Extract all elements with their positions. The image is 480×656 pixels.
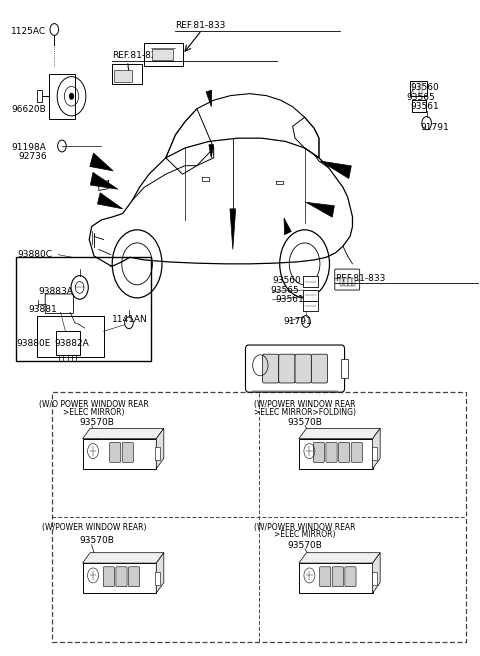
Bar (303, 276, 318, 287)
Bar (156, 571, 160, 584)
Text: 1141AN: 1141AN (112, 315, 147, 324)
Text: REF.81-823: REF.81-823 (112, 51, 162, 60)
FancyBboxPatch shape (245, 345, 345, 392)
Polygon shape (83, 428, 164, 439)
Bar (372, 571, 377, 584)
FancyBboxPatch shape (129, 567, 140, 586)
Bar (303, 301, 318, 311)
Text: 93561: 93561 (275, 295, 304, 304)
Polygon shape (90, 173, 118, 189)
Text: 93880E: 93880E (16, 339, 51, 348)
Bar (348, 278, 351, 286)
Bar (56, 331, 80, 356)
Polygon shape (299, 563, 372, 593)
Polygon shape (97, 193, 123, 209)
FancyBboxPatch shape (335, 269, 360, 290)
Bar (303, 290, 318, 300)
Text: 93570B: 93570B (80, 536, 115, 545)
Text: 93570B: 93570B (288, 541, 323, 550)
Bar (114, 70, 132, 82)
Text: REF.81-833: REF.81-833 (175, 21, 226, 30)
Circle shape (69, 93, 74, 100)
FancyBboxPatch shape (263, 354, 279, 383)
Polygon shape (144, 43, 182, 66)
Bar (36, 91, 42, 102)
FancyBboxPatch shape (279, 354, 295, 383)
FancyBboxPatch shape (326, 442, 337, 462)
Polygon shape (83, 553, 164, 563)
Polygon shape (209, 145, 214, 158)
FancyBboxPatch shape (312, 354, 327, 383)
Text: 93880C: 93880C (17, 250, 52, 259)
FancyBboxPatch shape (313, 442, 324, 462)
Text: 96620B: 96620B (11, 105, 46, 114)
Text: 91791: 91791 (420, 123, 449, 133)
Polygon shape (156, 428, 164, 468)
Text: 93565: 93565 (407, 93, 435, 102)
Text: 93570B: 93570B (80, 418, 115, 427)
Polygon shape (230, 209, 236, 249)
FancyBboxPatch shape (109, 442, 121, 462)
Bar (341, 359, 348, 378)
Text: (W/POWER WINDOW REAR: (W/POWER WINDOW REAR (254, 522, 355, 531)
Bar (339, 278, 343, 286)
Text: 93560: 93560 (273, 276, 301, 285)
FancyBboxPatch shape (345, 567, 356, 586)
Polygon shape (83, 439, 156, 468)
FancyBboxPatch shape (351, 442, 362, 462)
Text: 93561: 93561 (410, 102, 439, 112)
Text: 91198A: 91198A (11, 144, 46, 152)
Text: 91791: 91791 (283, 317, 312, 326)
Polygon shape (321, 161, 351, 178)
Polygon shape (299, 439, 372, 468)
FancyBboxPatch shape (295, 354, 312, 383)
FancyBboxPatch shape (45, 294, 73, 314)
Text: 93570B: 93570B (268, 375, 302, 384)
Polygon shape (299, 428, 380, 439)
Text: (W/POWER WINDOW REAR: (W/POWER WINDOW REAR (254, 400, 355, 409)
Bar (152, 49, 173, 60)
Bar (372, 447, 377, 461)
Bar (352, 278, 355, 286)
Text: >ELEC MIRROR): >ELEC MIRROR) (274, 530, 336, 539)
Text: >ELEC MIRROR): >ELEC MIRROR) (63, 408, 125, 417)
Polygon shape (112, 64, 142, 84)
FancyBboxPatch shape (103, 567, 114, 586)
Bar (36, 316, 104, 358)
Text: 93570B: 93570B (288, 418, 323, 427)
Polygon shape (284, 218, 291, 235)
Polygon shape (206, 91, 212, 107)
Polygon shape (372, 428, 380, 468)
Text: (W/POWER WINDOW REAR): (W/POWER WINDOW REAR) (42, 522, 146, 531)
Bar (410, 81, 427, 96)
Polygon shape (83, 563, 156, 593)
Bar (156, 447, 160, 461)
Polygon shape (90, 153, 113, 171)
Text: (W/O POWER WINDOW REAR: (W/O POWER WINDOW REAR (39, 400, 149, 409)
Text: 93882A: 93882A (54, 339, 89, 348)
Text: 93883A: 93883A (38, 287, 73, 296)
Text: 93881: 93881 (28, 305, 57, 314)
Text: 93565: 93565 (270, 285, 299, 295)
FancyBboxPatch shape (122, 442, 133, 462)
Polygon shape (306, 202, 335, 217)
Text: 93560: 93560 (410, 83, 439, 92)
Bar (16, 257, 152, 361)
Polygon shape (299, 553, 380, 563)
Polygon shape (372, 553, 380, 593)
Text: >ELEC MIRROR>FOLDING): >ELEC MIRROR>FOLDING) (253, 408, 356, 417)
Polygon shape (156, 553, 164, 593)
Text: 1125AC: 1125AC (11, 27, 47, 36)
Bar (344, 278, 348, 286)
Bar (52, 392, 466, 642)
FancyBboxPatch shape (116, 567, 127, 586)
FancyBboxPatch shape (320, 567, 331, 586)
FancyBboxPatch shape (338, 442, 350, 462)
Bar (48, 74, 75, 119)
FancyBboxPatch shape (332, 567, 343, 586)
Text: 92736: 92736 (18, 152, 47, 161)
Bar (412, 100, 426, 112)
Text: REF.81-833: REF.81-833 (335, 274, 385, 283)
